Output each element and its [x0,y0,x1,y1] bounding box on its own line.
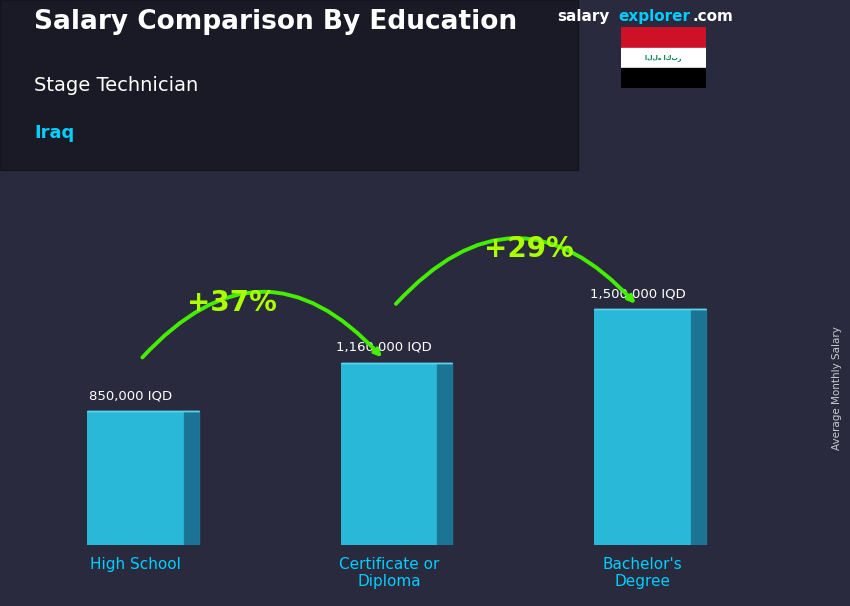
Bar [594,309,691,545]
Bar [620,27,706,48]
Text: Average Monthly Salary: Average Monthly Salary [832,326,842,450]
Text: الله اكبر: الله اكبر [645,54,681,61]
Text: explorer: explorer [618,9,690,24]
Text: +37%: +37% [187,288,277,317]
Text: .com: .com [693,9,734,24]
Bar [88,411,184,545]
Text: Stage Technician: Stage Technician [34,76,198,95]
Polygon shape [184,411,199,545]
Text: 850,000 IQD: 850,000 IQD [88,390,172,403]
Text: Iraq: Iraq [34,124,74,142]
Polygon shape [437,362,452,545]
Text: 1,160,000 IQD: 1,160,000 IQD [336,341,432,354]
Bar [341,362,437,545]
Text: Salary Comparison By Education: Salary Comparison By Education [34,9,517,35]
Text: salary: salary [557,9,609,24]
Bar [620,47,706,67]
Bar [620,67,706,88]
Text: 1,500,000 IQD: 1,500,000 IQD [590,287,685,301]
Polygon shape [691,309,706,545]
Text: +29%: +29% [484,235,573,263]
